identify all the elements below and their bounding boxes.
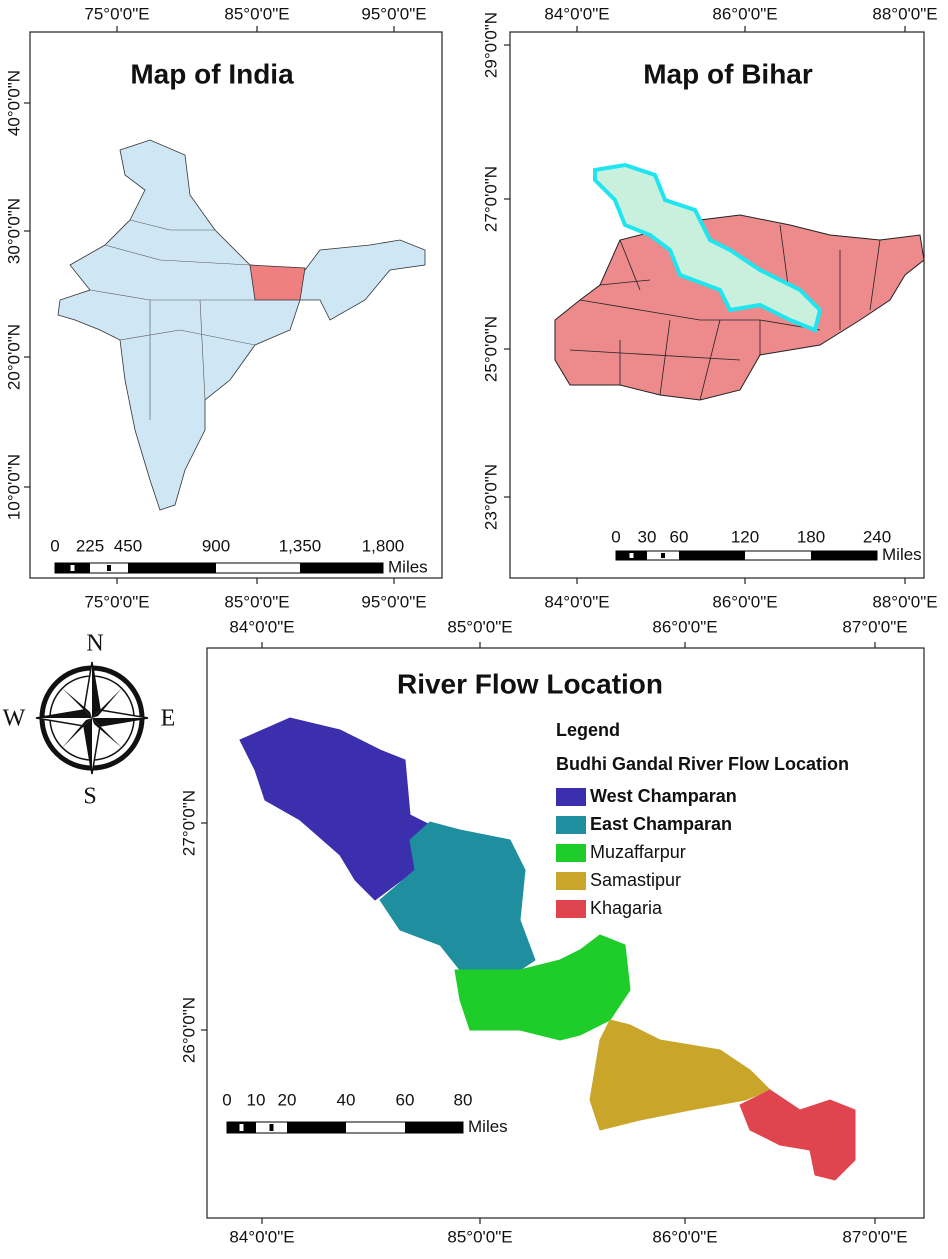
lon-label: 86°0'0"E [712,592,777,611]
compass-north: N [86,631,103,657]
scale-label: 450 [114,536,142,555]
lon-label: 75°0'0"E [84,592,149,611]
lon-label: 85°0'0"E [224,592,289,611]
district-area [739,1089,856,1181]
scale-label: 240 [863,527,891,546]
state-borders [89,244,256,420]
legend-label: Khagaria [590,898,663,918]
lon-label: 86°0'0"E [712,4,777,23]
scale-bar-segment [661,553,665,558]
compass-east: E [161,706,176,732]
scale-label: 0 [222,1090,231,1109]
lat-label: 29°0'0"N [481,12,500,78]
legend-label: Samastipur [590,870,681,890]
scale-unit: Miles [388,557,428,576]
scale-unit: Miles [468,1117,508,1136]
lat-label: 27°0'0"N [481,166,500,232]
legend-swatch [556,844,586,862]
district-area [379,821,536,971]
lon-label: 95°0'0"E [361,4,426,23]
compass-rose [35,661,149,775]
scale-label: 900 [202,536,230,555]
scale-bar-segment [300,563,383,573]
legend-swatch [556,816,586,834]
scale-label: 40 [337,1090,356,1109]
lon-label: 84°0'0"E [229,1227,294,1246]
state-border [129,219,215,231]
lat-label: 23°0'0"N [481,464,500,530]
scale-bar-segment [128,563,216,573]
lon-label: 85°0'0"E [447,1227,512,1246]
scale-label: 60 [396,1090,415,1109]
scale-bar-segment [107,565,111,571]
india-frame [29,31,443,579]
lon-label: 84°0'0"E [544,592,609,611]
scale-label: 180 [797,527,825,546]
lon-label: 87°0'0"E [842,1227,907,1246]
scale-label: 120 [731,527,759,546]
district-area [454,934,631,1041]
lat-label: 20°0'0"N [4,324,23,390]
lon-label: 88°0'0"E [872,592,937,611]
lon-label: 86°0'0"E [652,1227,717,1246]
river-title: River Flow Location [397,668,663,699]
scale-bar-segment [239,1124,244,1131]
bihar-frame [509,31,925,579]
india-title: Map of India [130,58,294,89]
scale-bar-segment [287,1122,346,1133]
scale-bar-segment [679,551,745,560]
legend-label: West Champaran [590,786,737,806]
bihar-highlight [249,264,306,301]
scale-unit: Miles [882,545,922,564]
lat-label: 10°0'0"N [4,454,23,520]
scale-label: 0 [50,536,59,555]
india-outline [57,139,426,511]
scale-label: 1,800 [362,536,405,555]
lon-label: 85°0'0"E [224,4,289,23]
legend-swatch [556,900,586,918]
river-districts-highlight [593,162,823,333]
district-area [239,717,431,901]
compass-south: S [83,784,96,810]
bihar-title: Map of Bihar [643,58,813,89]
lat-label: 40°0'0"N [4,70,23,136]
legend-title: Legend [556,720,620,740]
legend-swatch [556,872,586,890]
legend-subtitle: Budhi Gandal River Flow Location [556,754,849,774]
scale-label: 0 [611,527,620,546]
lon-label: 84°0'0"E [229,617,294,636]
district-borders [569,224,881,401]
scale-bar-segment [811,551,877,560]
lat-label: 26°0'0"N [179,997,198,1063]
scale-label: 10 [247,1090,266,1109]
lat-label: 25°0'0"N [481,316,500,382]
scale-label: 30 [638,527,657,546]
scale-bar-segment [629,553,634,558]
scale-label: 60 [670,527,689,546]
lon-label: 86°0'0"E [652,617,717,636]
scale-bar-segment [70,565,75,571]
scale-label: 1,350 [279,536,322,555]
legend-swatch [556,788,586,806]
lon-label: 95°0'0"E [361,592,426,611]
scale-bar-segment [405,1122,463,1133]
lon-label: 85°0'0"E [447,617,512,636]
lon-label: 75°0'0"E [84,4,149,23]
scale-label: 225 [76,536,104,555]
legend-label: Muzaffarpur [590,842,686,862]
lon-label: 84°0'0"E [544,4,609,23]
river-frame [206,647,925,1219]
legend-label: East Champaran [590,814,732,834]
compass-west: W [3,706,26,732]
scale-bar-segment [269,1124,274,1131]
lon-label: 88°0'0"E [872,4,937,23]
lat-label: 30°0'0"N [4,198,23,264]
scale-label: 20 [278,1090,297,1109]
scale-label: 80 [454,1090,473,1109]
lat-label: 27°0'0"N [179,790,198,856]
lon-label: 87°0'0"E [842,617,907,636]
